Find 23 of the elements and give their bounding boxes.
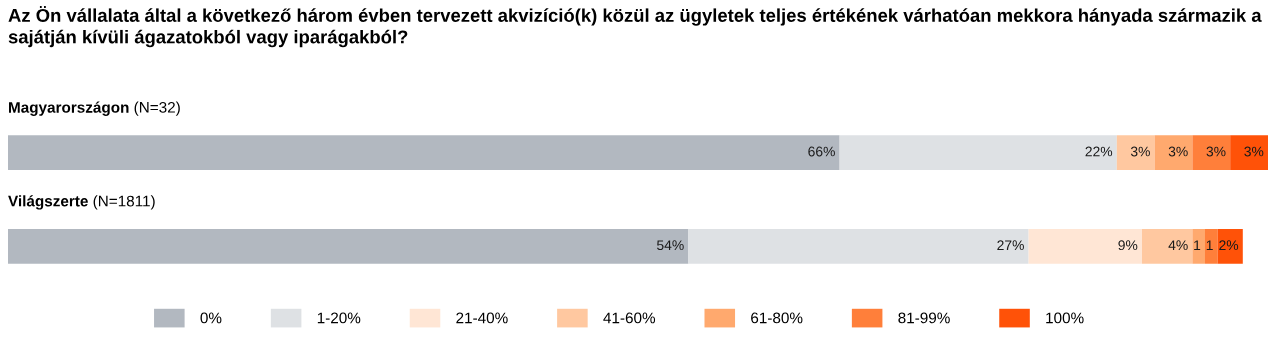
data-label: 3% [1168,146,1188,157]
data-label: 22% [1085,146,1113,157]
data-label: 66% [808,146,835,157]
legend-label: 81-99% [898,312,950,324]
legend-label: 21-40% [456,312,508,324]
data-label: 2% [1219,240,1239,251]
data-label: 4% [1168,240,1188,251]
data-label: 3% [1244,146,1264,157]
data-label: 54% [656,240,684,251]
data-label: 3% [1206,146,1226,157]
legend-label: 61-80% [751,312,803,324]
chart-title: Az Ön vállalata által a következő három évben tervezett akvizíció(k) közül az ügyletek teljes értékének várhatóan mekkora hányada származik a sajátján kívüli ágazatokból vagy iparágakból? [8,6,1262,48]
legend-label: 1-20% [317,312,361,324]
y-tick-label: Magyarországon (N=32) [9,101,180,116]
legend-label: 100% [1046,312,1084,324]
data-label: 3% [1130,146,1150,157]
data-label: 9% [1118,240,1138,251]
data-label: 27% [997,240,1024,251]
data-label: 1 [1194,240,1201,250]
y-tick-label: Világszerte (N=1811) [8,195,155,210]
legend-label: 41-60% [603,312,656,324]
legend-label: 0% [200,312,222,324]
data-label: 1 [1206,240,1213,250]
